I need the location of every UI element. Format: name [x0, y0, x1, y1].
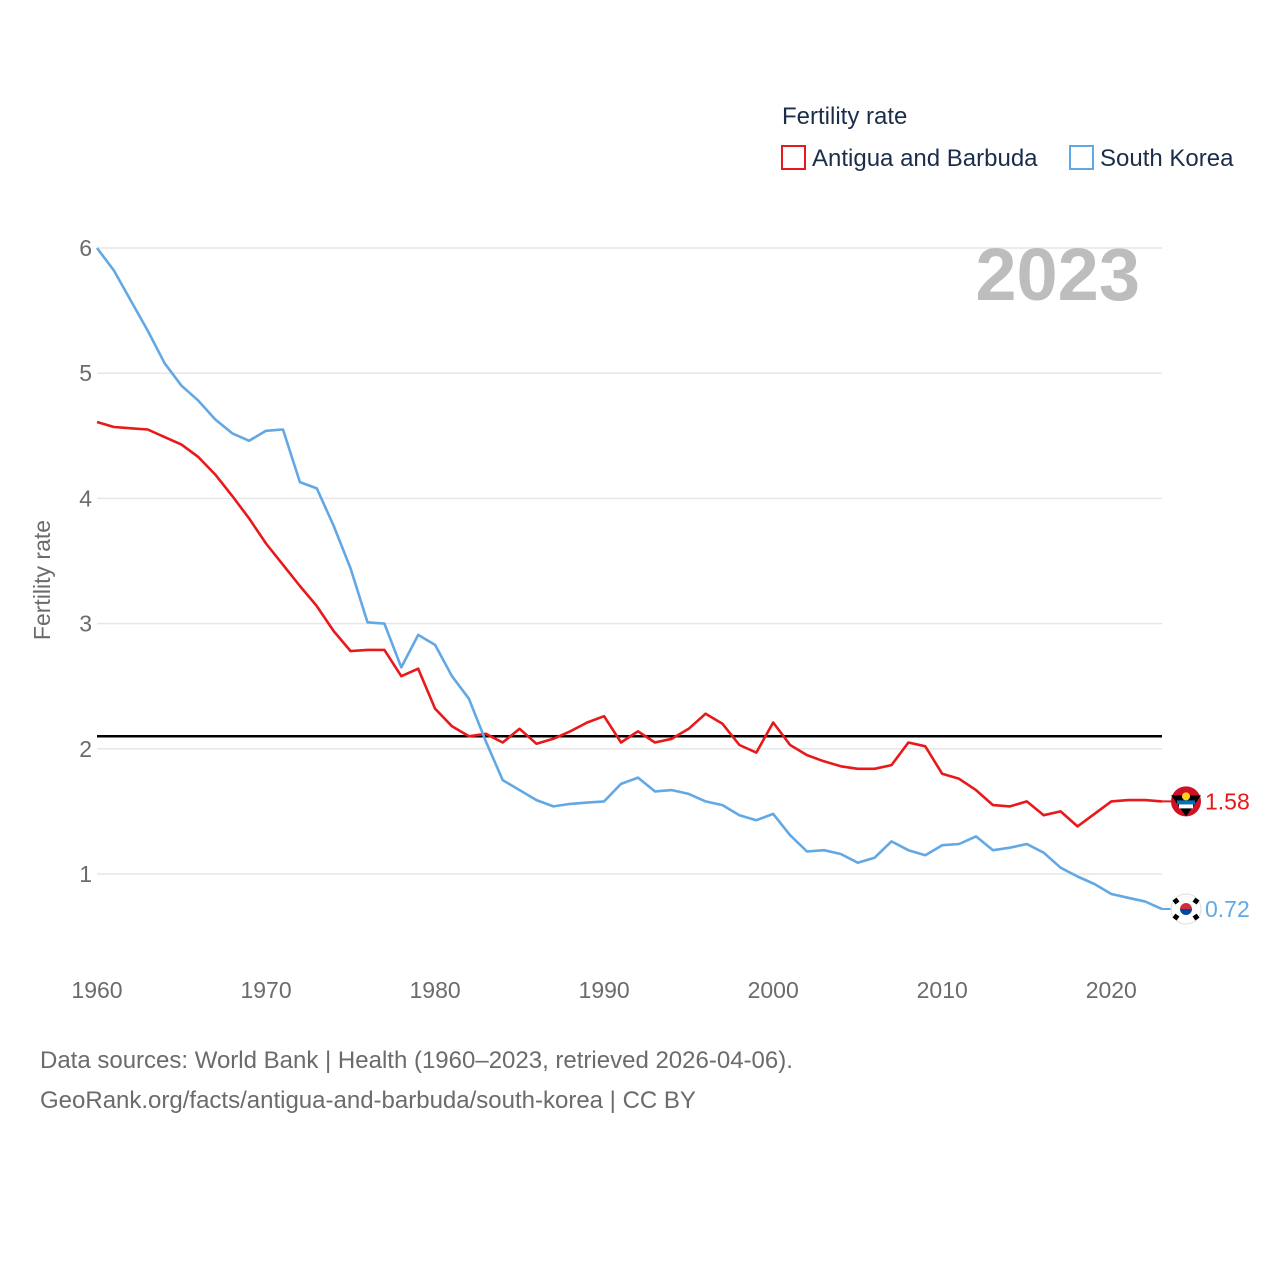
y-tick-label: 1	[79, 861, 92, 887]
x-tick-label: 1990	[579, 977, 630, 1003]
flag-yin	[1180, 903, 1192, 910]
year-watermark: 2023	[975, 233, 1140, 316]
series-lines	[95, 247, 1163, 911]
end-markers: 1.58 0.72	[1162, 786, 1250, 925]
y-tick-label: 4	[79, 485, 92, 511]
legend-swatch-antigua	[781, 145, 806, 170]
x-tick-label: 1980	[410, 977, 461, 1003]
end-value-label-south-korea: 0.72	[1205, 896, 1250, 922]
y-tick-label: 6	[79, 235, 92, 261]
x-tick-label: 2000	[748, 977, 799, 1003]
antigua-flag-icon	[1171, 786, 1201, 817]
x-tick-label: 2020	[1086, 977, 1137, 1003]
legend-title: Fertility rate	[782, 103, 907, 130]
flag-trigram	[1192, 913, 1200, 921]
legend-item-south-korea[interactable]: South Korea	[1069, 145, 1234, 172]
legend: Fertility rate Antigua and Barbuda South…	[781, 103, 1234, 172]
y-tick-label: 5	[79, 360, 92, 386]
series-line-antigua	[96, 420, 1163, 828]
y-axis-title: Fertility rate	[29, 520, 55, 640]
x-tick-label: 1960	[71, 977, 122, 1003]
x-axis-ticks: 1960 1970 1980 1990 2000 2010 2020	[71, 977, 1136, 1003]
y-axis-ticks: 1 2 3 4 5 6	[79, 235, 92, 887]
legend-label-south-korea: South Korea	[1100, 145, 1234, 172]
footer-source: Data sources: World Bank | Health (1960–…	[40, 1047, 793, 1074]
x-tick-label: 1970	[240, 977, 291, 1003]
legend-label-antigua: Antigua and Barbuda	[812, 145, 1038, 172]
flag-blue-band	[1177, 800, 1195, 805]
footer-link[interactable]: GeoRank.org/facts/antigua-and-barbuda/so…	[40, 1087, 696, 1114]
flag-trigram	[1172, 897, 1180, 905]
flag-trigram	[1172, 913, 1180, 921]
end-value-label-antigua: 1.58	[1205, 788, 1250, 814]
y-tick-label: 3	[79, 611, 92, 637]
flag-yang	[1180, 909, 1192, 916]
flag-sun	[1182, 792, 1190, 801]
series-line-south-korea	[95, 247, 1163, 911]
gridlines	[97, 247, 1162, 875]
south-korea-flag-icon	[1170, 893, 1202, 925]
flag-trigram	[1192, 897, 1200, 905]
legend-swatch-south-korea	[1069, 145, 1094, 170]
legend-item-antigua[interactable]: Antigua and Barbuda	[781, 145, 1038, 172]
y-tick-label: 2	[79, 736, 92, 762]
flag-white-band	[1179, 804, 1193, 809]
x-tick-label: 2010	[917, 977, 968, 1003]
